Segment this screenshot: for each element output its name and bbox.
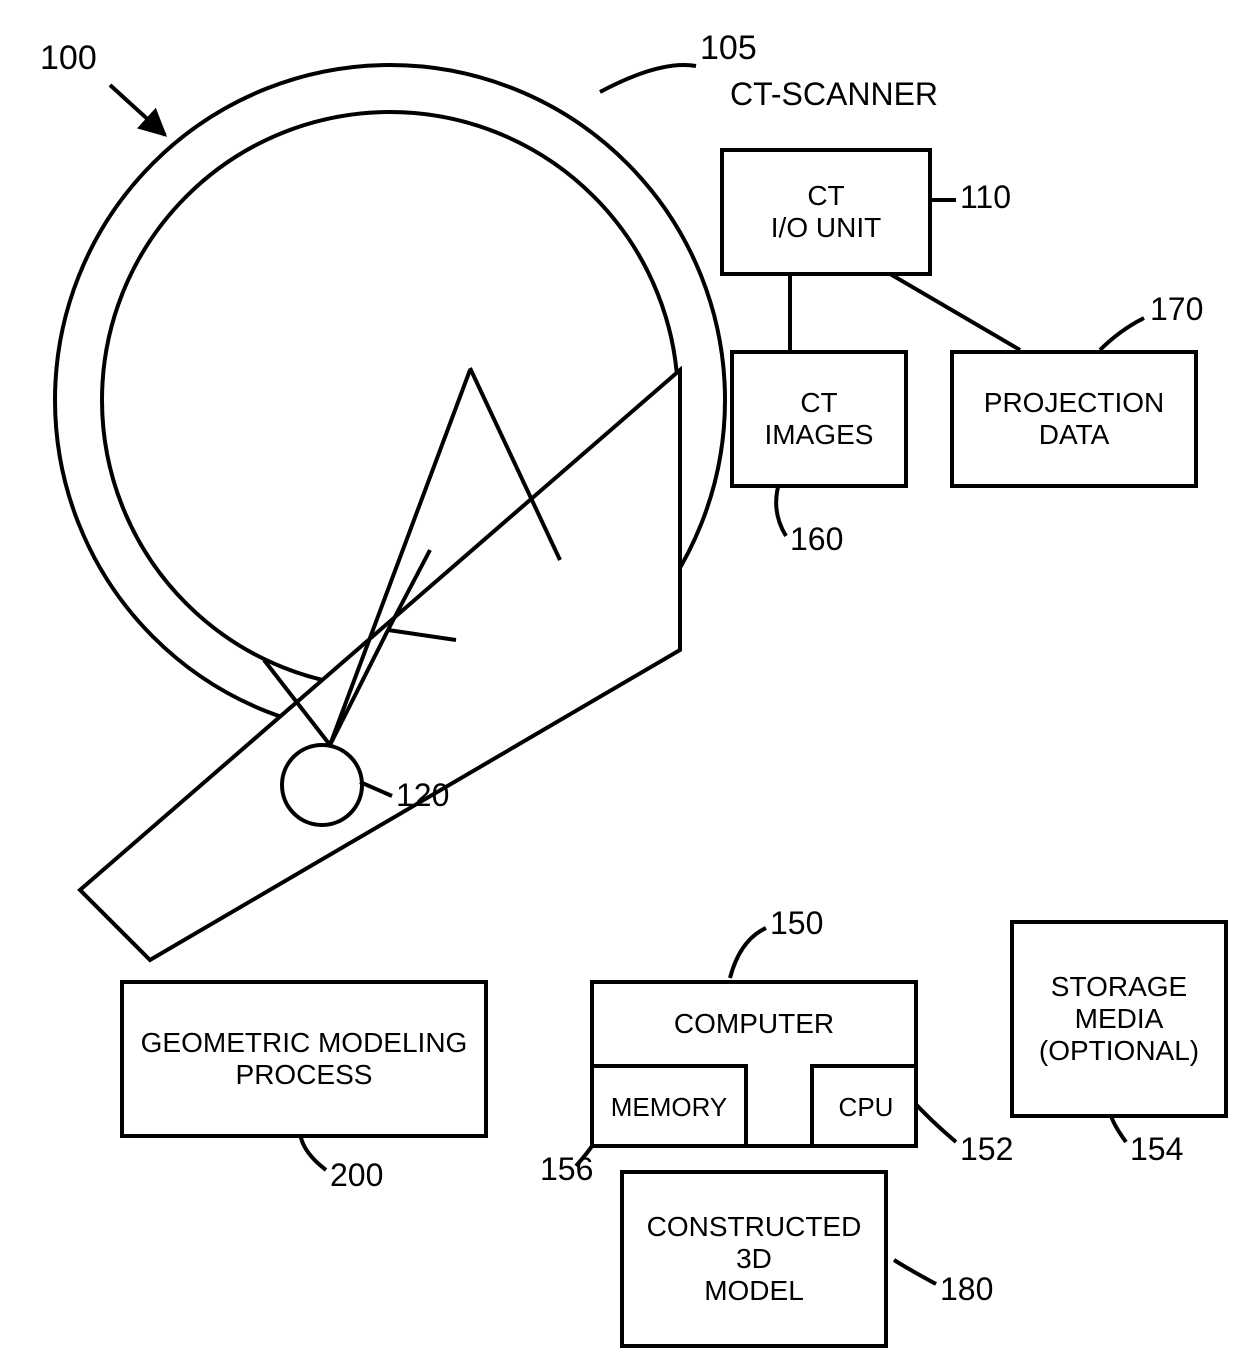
cpu-box: CPU [810, 1064, 918, 1148]
ref-label: 156 [540, 1151, 593, 1188]
memory-box: MEMORY [594, 1064, 748, 1148]
projection-data-box: PROJECTIONDATA [950, 350, 1198, 488]
ref-label: 150 [770, 905, 823, 942]
ct-io-unit-box: CTI/O UNIT [720, 148, 932, 276]
ref-label: 120 [396, 777, 449, 814]
ref-label: 170 [1150, 291, 1203, 328]
geometric-process-box: GEOMETRIC MODELINGPROCESS [120, 980, 488, 1138]
ref-label: 110 [960, 179, 1011, 216]
computer-box: COMPUTER MEMORY CPU [590, 980, 918, 1148]
ref-label: 160 [790, 521, 843, 558]
storage-media-box: STORAGEMEDIA(OPTIONAL) [1010, 920, 1228, 1118]
ref-label: 154 [1130, 1131, 1183, 1168]
diagram-canvas [0, 0, 1240, 1356]
ref-label: 200 [330, 1157, 383, 1194]
ref-label: 180 [940, 1271, 993, 1308]
ct-images-box: CTIMAGES [730, 350, 908, 488]
ref-label: CT-SCANNER [730, 76, 938, 113]
ref-label: 100 [40, 39, 97, 78]
constructed-3d-model-box: CONSTRUCTED3DMODEL [620, 1170, 888, 1348]
ref-label: 105 [700, 29, 757, 68]
ref-label: 152 [960, 1131, 1013, 1168]
computer-title: COMPUTER [594, 984, 914, 1064]
